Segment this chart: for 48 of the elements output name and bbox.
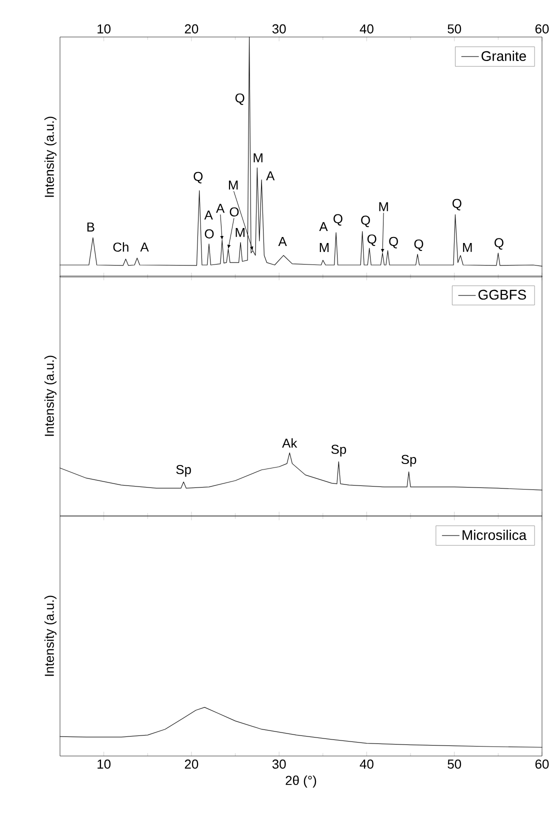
x-tick-label: 60: [535, 760, 549, 769]
annotation: Q: [361, 216, 370, 228]
legend-label: Granite: [482, 50, 526, 62]
x-tick-label: 50: [448, 760, 462, 769]
annotation: B: [87, 222, 94, 232]
annotation: A: [266, 171, 275, 180]
y-axis-title: Intensity (a.u.): [44, 596, 56, 676]
annotation: A: [319, 222, 328, 232]
annotation: M: [463, 242, 472, 252]
annotation: M: [254, 153, 262, 162]
annotation: Q: [414, 239, 424, 251]
x-tick-label: 50: [448, 24, 462, 34]
x-tick-label: 10: [98, 24, 111, 34]
x-tick-label: 20: [184, 760, 198, 769]
y-axis-title: Intensity (a.u.): [44, 356, 56, 436]
x-tick-label: 40: [360, 24, 374, 34]
annotation: Ch: [113, 242, 128, 252]
annotation: Q: [367, 234, 376, 246]
annotation: Sp: [176, 464, 191, 477]
annotation: M: [228, 180, 238, 190]
y-axis-title: Intensity (a.u.): [44, 116, 56, 197]
annotation: Q: [494, 238, 504, 250]
annotation: Q: [235, 93, 244, 105]
x-tick-label: 40: [360, 760, 374, 769]
legend-label: Microsilica: [462, 530, 527, 540]
annotation: Q: [452, 198, 462, 210]
annotation: O: [204, 229, 214, 238]
annotation: Sp: [331, 444, 346, 456]
annotation: Sp: [401, 454, 416, 467]
legend-label: GGBFS: [478, 290, 526, 300]
annotation: A: [140, 242, 149, 252]
x-axis-title: 2θ (°): [286, 776, 316, 788]
annotation: O: [230, 207, 239, 216]
annotation: Q: [334, 214, 342, 226]
annotation: A: [204, 210, 213, 220]
annotation: A: [216, 204, 225, 213]
annotation: Q: [194, 172, 203, 184]
x-tick-label: 10: [98, 760, 111, 769]
annotation: M: [236, 228, 244, 237]
annotation: Ak: [282, 438, 298, 448]
x-tick-label: 30: [272, 760, 286, 769]
annotation: A: [278, 237, 287, 246]
annotation: M: [320, 243, 329, 252]
x-tick-label: 30: [272, 24, 286, 34]
annotation: M: [379, 202, 388, 212]
x-tick-label: 60: [535, 24, 549, 34]
x-tick-label: 20: [184, 24, 198, 34]
annotation: Q: [389, 236, 398, 248]
